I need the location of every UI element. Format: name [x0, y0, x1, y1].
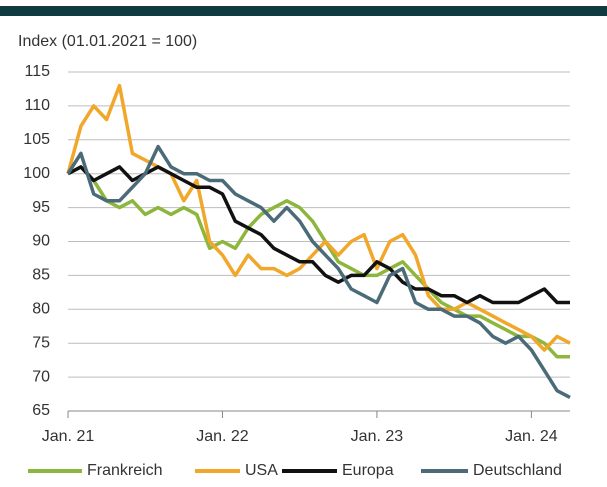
y-tick-label: 90 [32, 233, 50, 250]
y-tick-label: 70 [32, 368, 50, 385]
y-tick-label: 85 [32, 267, 50, 284]
legend-label: Frankreich [87, 462, 163, 479]
legend-label: Europa [342, 462, 394, 479]
chart-title: Index (01.01.2021 = 100) [18, 33, 197, 50]
y-tick-label: 105 [23, 131, 50, 148]
series-line [67, 165, 570, 359]
series-line [66, 144, 571, 399]
y-tick-label: 65 [32, 402, 50, 419]
legend-label: USA [245, 462, 278, 479]
series-line [66, 83, 571, 352]
x-tick-label: Jan. 23 [351, 428, 404, 445]
x-tick-label: Jan. 21 [42, 428, 95, 445]
y-tick-label: 95 [32, 199, 50, 216]
series-line [67, 165, 570, 305]
header-bar [0, 6, 607, 16]
x-tick-label: Jan. 24 [505, 428, 558, 445]
y-tick-label: 110 [24, 97, 50, 114]
y-tick-label: 100 [23, 165, 50, 182]
y-tick-label: 115 [24, 63, 50, 80]
y-tick-label: 75 [32, 334, 50, 351]
x-tick-label: Jan. 22 [196, 428, 249, 445]
y-tick-label: 80 [32, 301, 50, 318]
legend-label: Deutschland [473, 462, 562, 479]
